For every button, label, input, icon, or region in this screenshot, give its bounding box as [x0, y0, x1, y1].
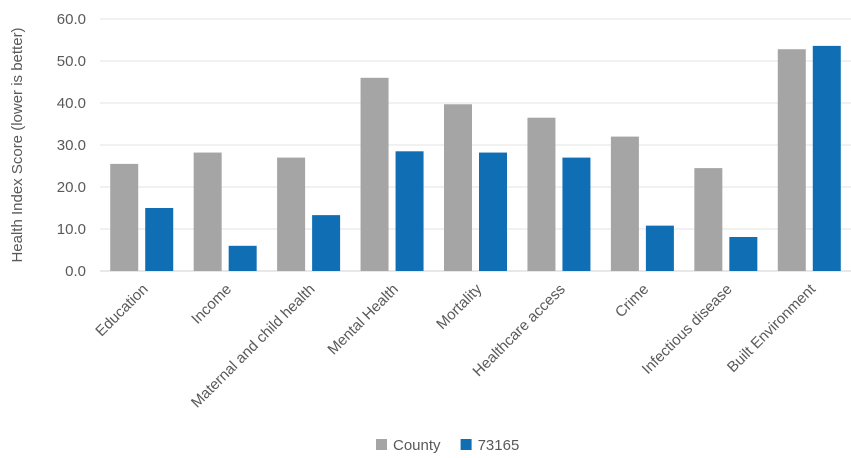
bar-county — [277, 157, 306, 271]
x-category-label: Infectious disease — [639, 281, 736, 378]
bar-zip — [312, 215, 341, 271]
x-category-label: Mental Health — [324, 281, 401, 358]
legend-label: County — [393, 437, 441, 454]
legend-swatch — [376, 439, 387, 450]
y-tick-label: 50.0 — [57, 53, 86, 70]
y-axis-ticks: 0.0 10.0 20.0 30.0 40.0 50.0 60.0 — [57, 11, 86, 280]
y-tick-label: 40.0 — [57, 95, 86, 112]
x-category-label: Crime — [612, 281, 652, 321]
bar-county — [193, 152, 222, 271]
y-tick-label: 30.0 — [57, 137, 86, 154]
y-tick-label: 10.0 — [57, 221, 86, 238]
bar-county — [527, 117, 556, 271]
bar-county — [444, 104, 472, 271]
bar-zip — [145, 208, 174, 271]
bar-county — [777, 49, 806, 271]
bar-county — [694, 168, 723, 271]
x-category-label: Income — [188, 281, 235, 328]
y-tick-label: 20.0 — [57, 179, 86, 196]
legend: County 73165 — [376, 437, 519, 454]
y-tick-label: 0.0 — [65, 263, 86, 280]
bar-county — [610, 136, 639, 271]
x-category-label: Healthcare access — [469, 281, 568, 380]
gridlines — [100, 18, 851, 272]
bar-zip — [562, 157, 591, 271]
bar-county — [110, 163, 139, 271]
x-category-label: Mortality — [433, 280, 485, 332]
bar-zip — [479, 152, 507, 271]
x-category-label: Built Environment — [724, 280, 820, 376]
bar-zip — [395, 151, 424, 271]
bar-zip — [812, 45, 841, 271]
bar-county — [360, 77, 389, 271]
legend-label: 73165 — [478, 437, 520, 454]
y-axis-title: Health Index Score (lower is better) — [9, 27, 26, 262]
bar-zip — [645, 225, 674, 271]
bar-zip — [729, 236, 758, 271]
bars — [110, 45, 841, 271]
bar-zip — [228, 245, 257, 271]
legend-swatch — [460, 439, 472, 450]
x-category-label: Education — [92, 281, 151, 340]
y-tick-label: 60.0 — [57, 11, 86, 28]
